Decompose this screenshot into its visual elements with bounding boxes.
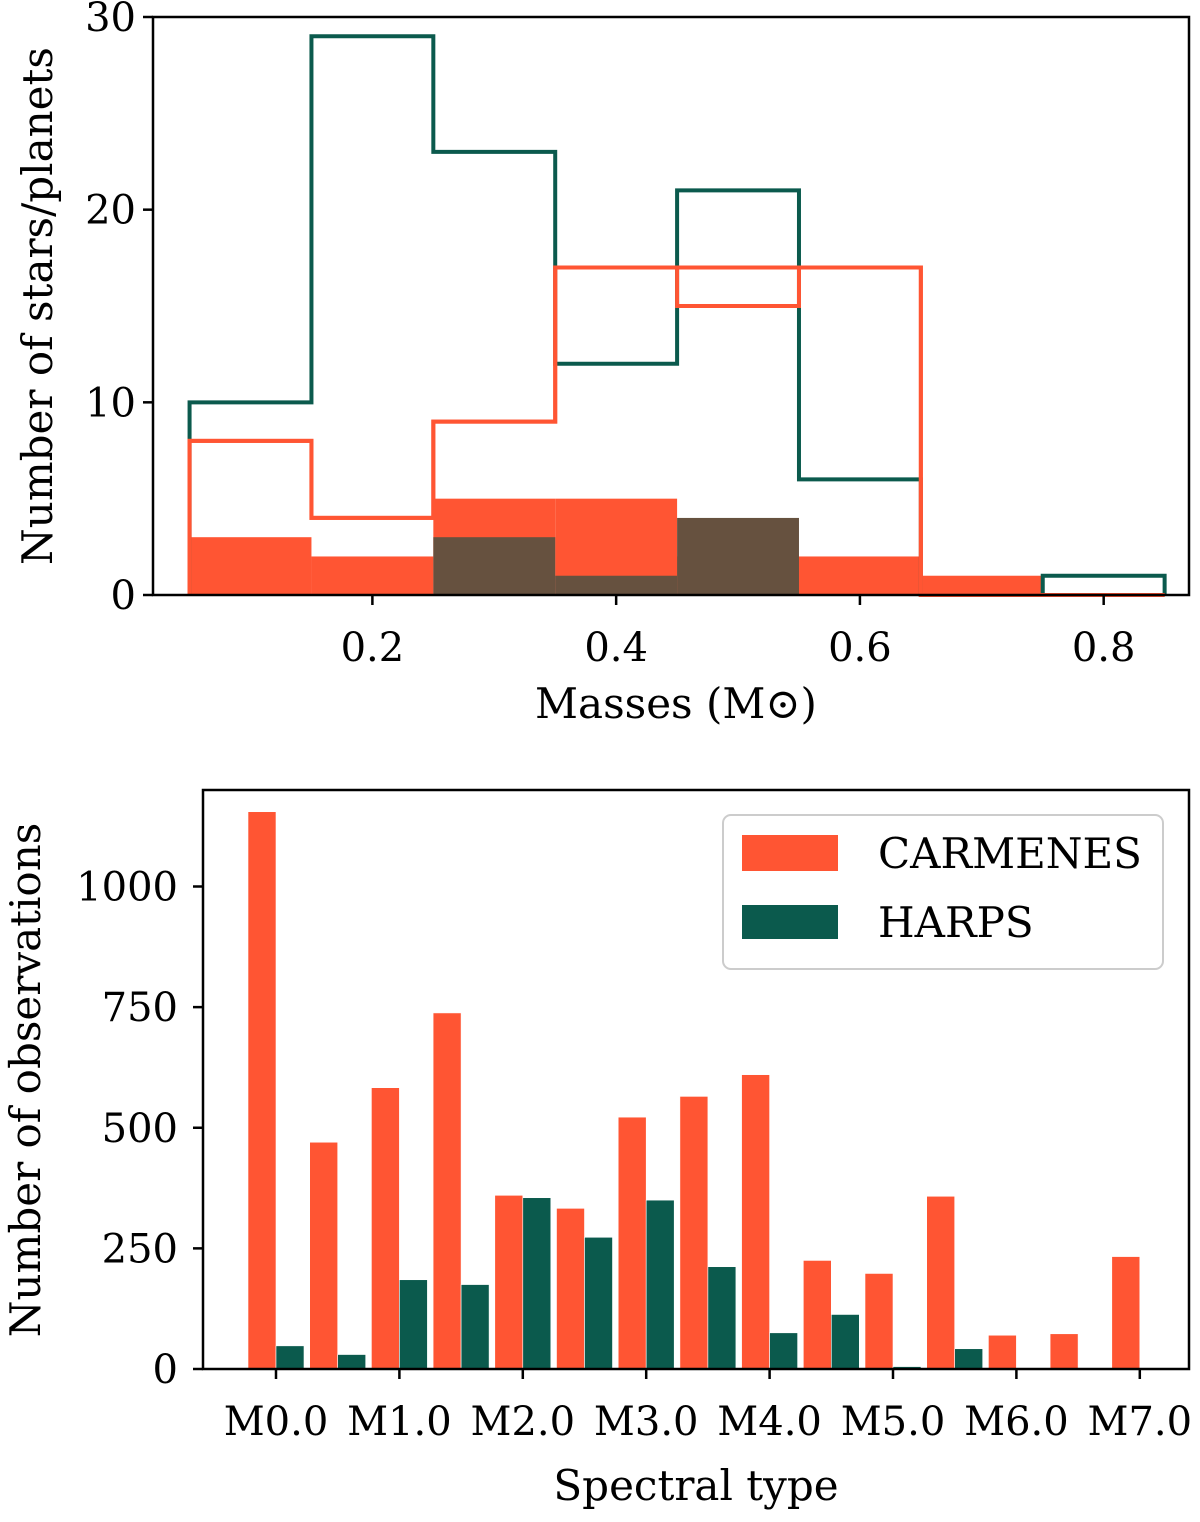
bar-carmenes-m1.0 [371, 1087, 400, 1370]
spectral-x-tick-label: M6.0 [964, 1399, 1069, 1445]
spectral-x-tick-label: M5.0 [841, 1399, 946, 1445]
mass-y-tick-label: 10 [85, 380, 136, 426]
spectral-x-tick-label: M3.0 [594, 1399, 699, 1445]
spectral-x-tick-label: M1.0 [347, 1399, 452, 1445]
bar-carmenes-m6.5 [1049, 1333, 1079, 1370]
observation-bars [247, 811, 1141, 1370]
spectral-x-tick-label: M2.0 [471, 1399, 576, 1445]
hist-bar-filled-brown-2 [433, 537, 556, 595]
histogram-step-lines [187, 34, 1167, 597]
spectral-x-axis-label: Spectral type [553, 1461, 838, 1510]
spectral-x-tick-label: M7.0 [1088, 1399, 1193, 1445]
hist-step-orange-2 [187, 265, 1165, 597]
spectral-x-axis-ticks: M0.0 M1.0 M2.0 M3.0 M4.0 M5.0 M6.0 M7.0 [224, 1369, 1192, 1445]
mass-x-axis-ticks: 0.2 0.4 0.6 0.8 [341, 595, 1136, 671]
observations-y-axis-label: Number of observations [1, 823, 50, 1338]
histogram-filled-bars [189, 498, 1043, 595]
bar-harps-m0.0 [275, 1345, 305, 1370]
hist-bar-filled-orange-5 [798, 556, 921, 595]
observations-y-tick-label: 500 [102, 1106, 178, 1152]
mass-x-tick-label: 0.6 [828, 625, 892, 671]
bar-carmenes-m3.0 [617, 1116, 647, 1370]
bar-harps-m2.0 [522, 1197, 552, 1370]
bar-harps-m3.0 [645, 1199, 675, 1370]
bar-harps-m0.5 [337, 1354, 367, 1370]
bar-harps-m4.0 [769, 1332, 798, 1370]
mass-x-tick-label: 0.2 [341, 625, 405, 671]
observations-y-tick-label: 250 [102, 1226, 178, 1272]
hist-bar-filled-brown-4 [677, 517, 799, 595]
hist-bar-filled-brown-3 [555, 575, 678, 595]
legend-label-harps: HARPS [878, 898, 1034, 947]
hist-bar-filled-orange-0 [189, 537, 312, 595]
legend: CARMENES HARPS [722, 814, 1164, 970]
bar-harps-m1.0 [399, 1279, 428, 1370]
bar-carmenes-m2.0 [494, 1195, 524, 1370]
bar-carmenes-m1.5 [432, 1012, 462, 1370]
mass-y-axis-label: Number of stars/planets [13, 47, 62, 565]
mass-histogram-panel: 0.2 0.4 0.6 0.8 0 10 20 30 Masses (M⊙) Number … [13, 0, 1191, 728]
mass-x-tick-label: 0.4 [584, 625, 648, 671]
observations-frame [201, 788, 1191, 1371]
legend-swatch-carmenes [742, 835, 838, 871]
spectral-x-tick-label: M4.0 [717, 1399, 822, 1445]
bar-harps-m3.5 [707, 1266, 737, 1370]
bar-carmenes-m6.0 [988, 1334, 1017, 1370]
mass-histogram-frame [151, 15, 1191, 597]
mass-y-tick-label: 20 [85, 188, 136, 234]
bar-harps-m4.5 [830, 1314, 860, 1370]
hist-bar-filled-orange-1 [311, 556, 434, 595]
observations-y-tick-label: 1000 [76, 865, 178, 911]
observations-bar-panel: M0.0 M1.0 M2.0 M3.0 M4.0 M5.0 M6.0 M7.0 0 250 500… [1, 788, 1192, 1510]
bar-carmenes-m2.5 [556, 1208, 585, 1370]
bar-harps-m2.5 [584, 1236, 613, 1370]
bar-harps-m1.5 [460, 1284, 490, 1370]
legend-swatch-harps [742, 905, 838, 939]
mass-x-axis-label: Masses (M⊙) [535, 679, 817, 728]
observations-y-tick-label: 750 [102, 985, 178, 1031]
bar-carmenes-m4.0 [741, 1074, 770, 1370]
mass-x-tick-label: 0.8 [1072, 625, 1136, 671]
bar-carmenes-m0.0 [247, 811, 277, 1370]
bar-carmenes-m7.0 [1111, 1256, 1141, 1370]
mass-y-axis-ticks: 0 10 20 30 [85, 0, 153, 619]
bar-carmenes-m5.0 [864, 1273, 894, 1370]
bar-harps-m5.5 [954, 1348, 984, 1370]
bar-carmenes-m4.5 [802, 1260, 832, 1370]
spectral-x-tick-label: M0.0 [224, 1399, 329, 1445]
legend-label-carmenes: CARMENES [878, 829, 1142, 878]
observations-y-axis-ticks: 0 250 500 750 1000 [76, 865, 203, 1393]
bar-carmenes-m5.5 [926, 1195, 956, 1370]
mass-y-tick-label: 0 [111, 573, 136, 619]
mass-y-tick-label: 30 [85, 0, 136, 41]
observations-y-tick-label: 0 [153, 1347, 178, 1393]
bar-carmenes-m0.5 [309, 1141, 339, 1370]
hist-bar-filled-orange-6 [920, 575, 1043, 595]
bar-carmenes-m3.5 [679, 1096, 709, 1370]
